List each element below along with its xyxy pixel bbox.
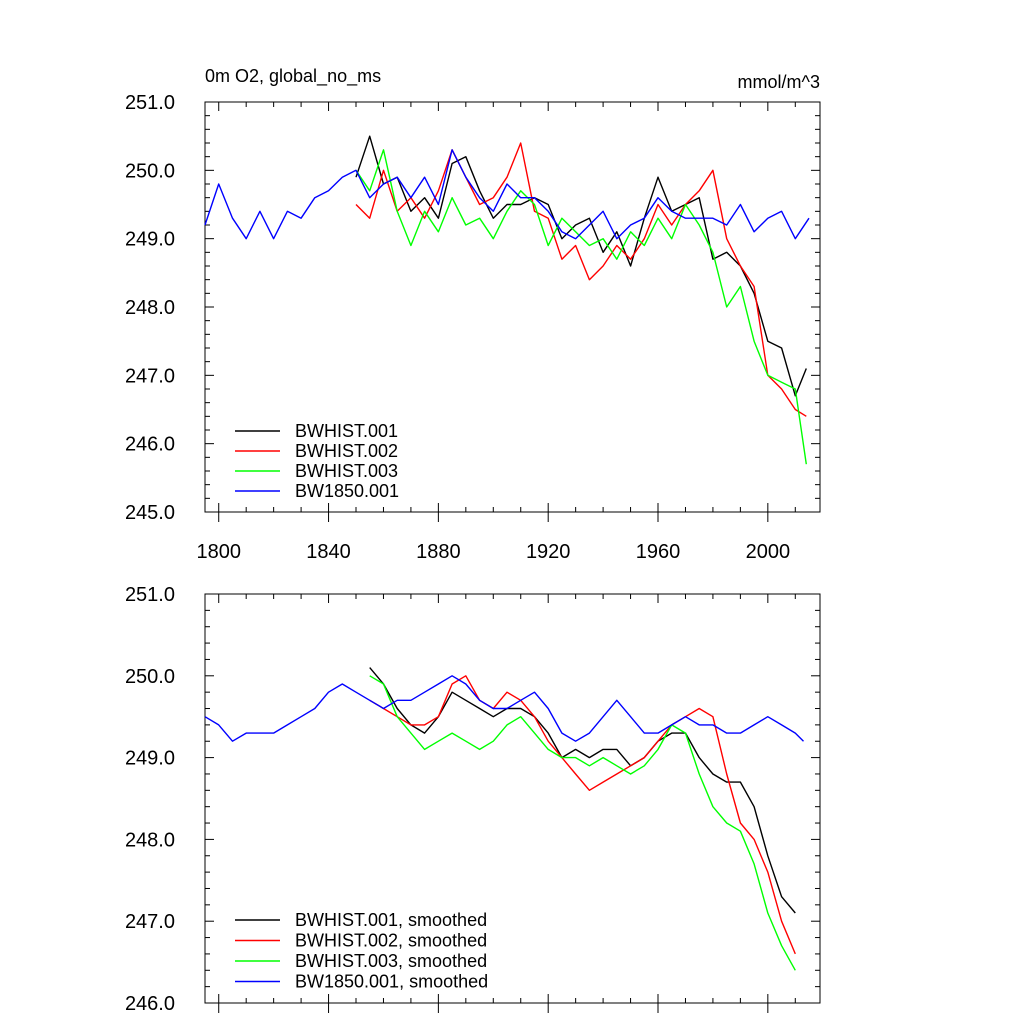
x-tick-label: 1800 xyxy=(196,541,241,563)
y-tick-label: 246.0 xyxy=(125,993,175,1015)
y-tick-label: 250.0 xyxy=(125,160,175,182)
series-line-bw1850-001-smoothed xyxy=(204,675,804,742)
series-line-bwhist-002-smoothed xyxy=(369,675,796,955)
x-tick-label: 1960 xyxy=(636,541,681,563)
series-line-bwhist-002 xyxy=(355,142,807,417)
legend-label: BWHIST.001 xyxy=(295,421,398,441)
y-tick-label: 249.0 xyxy=(125,748,175,770)
y-tick-label: 247.0 xyxy=(125,365,175,387)
legend-label: BW1850.001 xyxy=(295,481,399,501)
y-tick-label: 246.0 xyxy=(125,434,175,456)
legend-label: BWHIST.001, smoothed xyxy=(295,910,487,930)
legend-label: BWHIST.003, smoothed xyxy=(295,951,487,971)
series-line-bw1850-001 xyxy=(204,149,810,240)
y-tick-label: 245.0 xyxy=(125,502,175,524)
series-line-bwhist-003 xyxy=(355,149,807,465)
top-panel-units: mmol/m^3 xyxy=(738,72,820,92)
legend-label: BWHIST.003 xyxy=(295,461,398,481)
legend-label: BWHIST.002 xyxy=(295,441,398,461)
x-tick-label: 1840 xyxy=(306,541,351,563)
legend-label: BW1850.001, smoothed xyxy=(295,972,488,992)
y-tick-label: 249.0 xyxy=(125,229,175,251)
bottom-panel: 246.0 247.0 248.0 249.0 250.0 251.0 BWHIST.001… xyxy=(125,584,821,1015)
top-panel: 0m O2, global_no_ms mmol/m^3 245.0 246.0 2… xyxy=(125,66,821,563)
y-tick-label: 251.0 xyxy=(125,584,175,606)
x-tick-label: 2000 xyxy=(746,541,791,563)
top-panel-title: 0m O2, global_no_ms xyxy=(205,66,381,87)
x-tick-label: 1880 xyxy=(416,541,461,563)
y-tick-label: 248.0 xyxy=(125,297,175,319)
y-tick-label: 250.0 xyxy=(125,666,175,688)
x-tick-label: 1920 xyxy=(526,541,571,563)
legend-label: BWHIST.002, smoothed xyxy=(295,931,487,951)
series-line-bwhist-001 xyxy=(355,135,807,397)
y-tick-label: 248.0 xyxy=(125,829,175,851)
series-line-bwhist-003-smoothed xyxy=(369,675,796,971)
plot-frame xyxy=(204,593,821,1004)
y-tick-label: 247.0 xyxy=(125,911,175,933)
y-tick-label: 251.0 xyxy=(125,92,175,114)
